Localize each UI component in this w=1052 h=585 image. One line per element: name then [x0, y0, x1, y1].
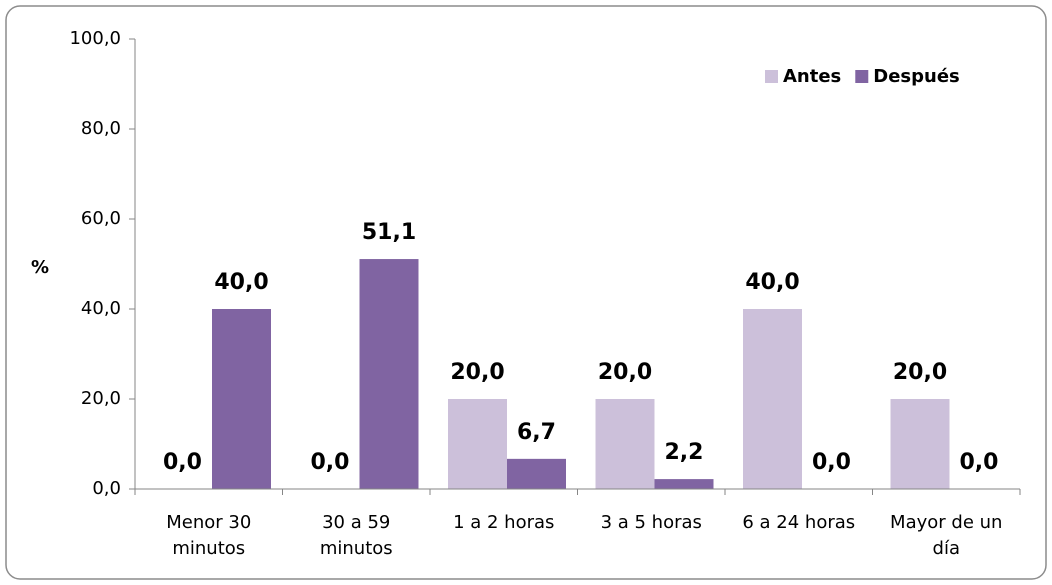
bar: [448, 399, 507, 489]
x-tick-label: 30 a 59 minutos: [319, 512, 393, 559]
bar: [890, 399, 950, 489]
bar: [212, 309, 271, 489]
y-tick-label: 60,0: [81, 208, 121, 229]
y-axis-label: %: [31, 257, 49, 278]
value-label: 51,1: [362, 220, 416, 245]
bar: [359, 259, 419, 489]
value-label: 0,0: [960, 450, 999, 475]
legend-swatch: [765, 70, 778, 83]
y-tick-label: 0,0: [92, 478, 121, 499]
value-label: 40,0: [214, 270, 268, 295]
value-label: 0,0: [163, 450, 202, 475]
x-tick-label: Mayor de un día: [890, 512, 1003, 559]
y-tick-label: 40,0: [81, 298, 121, 319]
x-tick-label: 1 a 2 horas: [453, 512, 555, 533]
bar: [654, 479, 714, 489]
chart-frame: [5, 5, 1047, 580]
legend-swatch: [855, 70, 869, 83]
bar: [507, 458, 566, 489]
value-label: 20,0: [450, 360, 504, 385]
value-label: 20,0: [598, 360, 652, 385]
value-label: 0,0: [311, 450, 350, 475]
x-tick-label: 3 a 5 horas: [600, 512, 702, 533]
legend-label: Después: [873, 66, 959, 87]
y-tick-label: 20,0: [81, 388, 121, 409]
value-label: 2,2: [665, 440, 704, 465]
value-label: 0,0: [812, 450, 851, 475]
y-tick-label: 80,0: [81, 118, 121, 139]
bar: [595, 399, 655, 489]
value-label: 20,0: [893, 360, 947, 385]
value-label: 40,0: [745, 270, 799, 295]
x-tick-label: 6 a 24 horas: [742, 512, 856, 533]
y-tick-label: 100,0: [69, 28, 121, 49]
bar: [743, 309, 802, 489]
value-label: 6,7: [517, 420, 556, 445]
legend-label: Antes: [783, 66, 841, 87]
x-tick-label: Menor 30 minutos: [166, 512, 252, 559]
